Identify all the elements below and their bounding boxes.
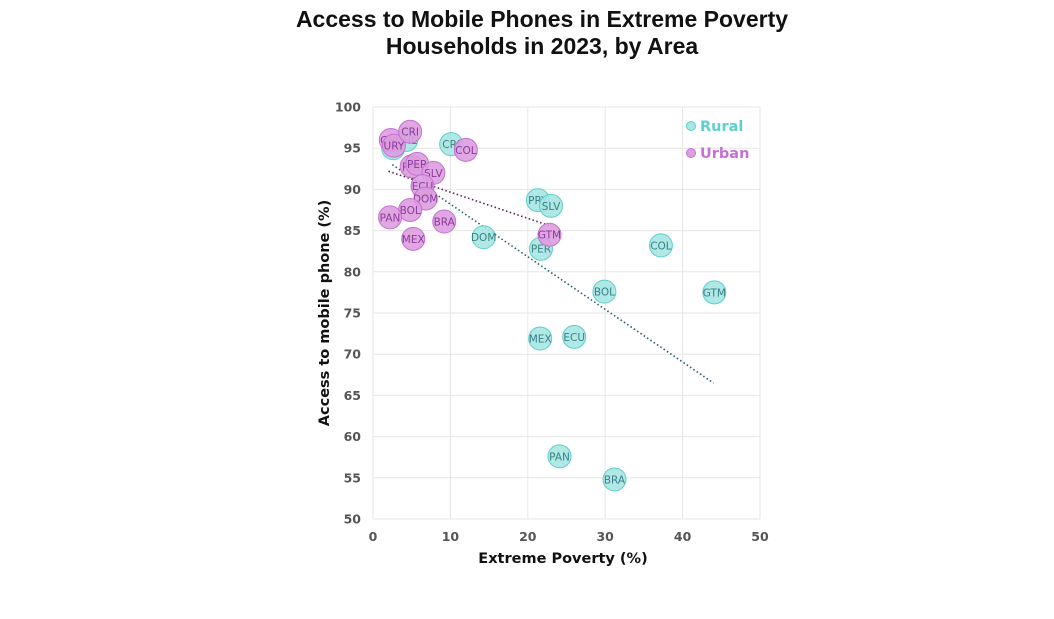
y-tick-label: 90 bbox=[344, 182, 362, 197]
x-axis-title: Extreme Poverty (%) bbox=[478, 551, 647, 567]
point-urban-mex bbox=[401, 226, 426, 251]
y-tick-label: 75 bbox=[344, 306, 361, 321]
point-label-urban-bra: BRA bbox=[434, 217, 456, 229]
point-rural-slv bbox=[539, 193, 564, 218]
legend-label-rural: Rural bbox=[700, 119, 743, 135]
point-rural-pan bbox=[547, 444, 572, 469]
axis-ticks: 0 10 20 30 40 50 50 55 60 65 70 75 80 85 90 95 100 bbox=[335, 100, 769, 545]
point-rural-dom bbox=[471, 225, 496, 250]
point-rural-mex bbox=[528, 326, 553, 351]
point-label-rural-slv: SLV bbox=[542, 201, 561, 213]
point-urban-col bbox=[453, 137, 478, 162]
chart-title: Access to Mobile Phones in Extreme Pover… bbox=[0, 6, 1054, 60]
point-label-urban-mex: MEX bbox=[402, 234, 425, 246]
x-tick-label: 50 bbox=[751, 529, 769, 544]
point-urban-bra bbox=[432, 209, 457, 234]
y-tick-label: 50 bbox=[344, 512, 362, 527]
y-tick-label: 60 bbox=[344, 429, 362, 444]
y-tick-label: 55 bbox=[344, 470, 361, 485]
point-label-urban-ury: URY bbox=[384, 141, 405, 153]
y-tick-label: 70 bbox=[344, 347, 362, 362]
point-rural-bol bbox=[592, 279, 617, 304]
point-label-rural-dom: DOM bbox=[471, 232, 496, 244]
point-rural-gtm bbox=[702, 280, 727, 305]
x-tick-label: 10 bbox=[442, 529, 460, 544]
point-label-rural-ecu: ECU bbox=[563, 332, 585, 344]
point-urban-pan bbox=[378, 205, 403, 230]
y-axis-title: Access to mobile phone (%) bbox=[317, 200, 333, 426]
point-label-rural-mex: MEX bbox=[529, 334, 552, 346]
point-label-rural-bol: BOL bbox=[594, 287, 615, 299]
point-label-rural-pan: PAN bbox=[549, 451, 570, 463]
x-tick-label: 20 bbox=[519, 529, 537, 544]
legend-label-urban: Urban bbox=[700, 146, 749, 162]
point-label-urban-pan: PAN bbox=[380, 212, 401, 224]
chart-title-line-2: Households in 2023, by Area bbox=[385, 33, 699, 59]
chart-title-line-1: Access to Mobile Phones in Extreme Pover… bbox=[295, 6, 789, 32]
point-label-rural-col: COL bbox=[650, 240, 672, 252]
x-tick-label: 0 bbox=[369, 529, 378, 544]
data-points: CHLURYCRIPRYSLVDOMPERCOLBOLGTMMEXECUPANB… bbox=[378, 119, 727, 492]
point-rural-bra bbox=[602, 467, 627, 492]
point-label-urban-gtm: GTM bbox=[538, 230, 561, 242]
point-label-urban-bol: BOL bbox=[400, 205, 421, 217]
point-rural-col bbox=[648, 233, 673, 258]
x-tick-label: 30 bbox=[596, 529, 614, 544]
point-urban-ury bbox=[381, 133, 406, 158]
point-urban-gtm bbox=[537, 222, 562, 247]
trendline-rural bbox=[391, 164, 715, 384]
legend-marker-urban bbox=[686, 148, 696, 158]
y-tick-label: 65 bbox=[344, 388, 361, 403]
y-tick-label: 100 bbox=[335, 100, 361, 115]
legend-marker-rural bbox=[686, 121, 696, 131]
grid bbox=[372, 106, 761, 520]
point-label-rural-bra: BRA bbox=[604, 474, 626, 486]
point-label-rural-gtm: GTM bbox=[703, 287, 726, 299]
point-label-rural-per: PER bbox=[531, 244, 551, 256]
x-tick-label: 40 bbox=[674, 529, 692, 544]
point-rural-ecu bbox=[562, 324, 587, 349]
point-label-urban-col: COL bbox=[455, 145, 477, 157]
point-label-urban-per: PER bbox=[407, 159, 427, 171]
point-urban-cri bbox=[398, 119, 423, 144]
legend: Rural Urban bbox=[686, 119, 749, 162]
y-tick-label: 80 bbox=[344, 264, 362, 279]
y-tick-label: 95 bbox=[344, 141, 361, 156]
y-tick-label: 85 bbox=[344, 223, 361, 238]
point-label-urban-cri: CRI bbox=[401, 127, 419, 139]
